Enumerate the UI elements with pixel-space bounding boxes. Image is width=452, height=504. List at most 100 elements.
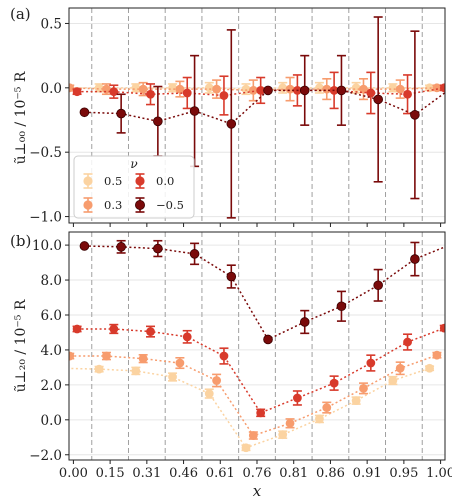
data-point [116,242,126,252]
data-point [299,85,310,96]
data-point [403,89,412,99]
series-line [77,87,445,97]
legend-title: ν [130,157,137,171]
data-point [146,327,155,336]
data-point [447,83,452,92]
panel-b-y-ticks: −2.0 0.0 2.0 4.0 6.0 8.0 10.0 [29,238,69,464]
data-point [69,351,75,361]
legend-swatch [135,173,145,189]
panel-b-gridlines [69,244,445,456]
data-point [219,91,229,100]
panel-b-y-axis-label: ũ⊥₂₀ / 10⁻⁵ R [13,299,29,392]
data-point [69,83,75,93]
data-point [322,403,332,412]
data-point [395,363,405,373]
data-point [131,366,141,376]
panel-a-y-axis-label: ũ⊥₀₀ / 10⁻⁵ R [13,71,29,164]
panel-b-label: (b) [10,232,31,250]
data-point [336,301,347,312]
data-point [373,94,383,105]
legend-swatch [83,197,93,213]
data-point [131,83,141,93]
data-point [189,249,200,259]
x-tick-label: 0.00 [59,466,88,481]
panel-a-data [69,16,452,219]
panel-a-label: (a) [10,5,31,23]
y-tick-label: 0.0 [41,81,62,97]
panel-a: −1.0 −0.5 0.0 0.5 (a) ũ⊥₀₀ / 10⁻⁵ R ν 0.5 0… [10,5,452,226]
data-point [410,254,420,264]
data-point [395,84,405,94]
data-point [219,351,229,361]
data-point [72,87,82,97]
y-tick-label: 6.0 [41,308,62,324]
legend-item-0.0: 0.0 [135,173,174,189]
data-point [315,414,324,424]
x-axis-label: x [253,482,262,500]
legend-label: 0.0 [156,174,174,188]
data-point [263,85,273,96]
y-tick-label: 8.0 [41,273,62,289]
data-point [322,84,332,94]
data-point [439,323,445,333]
data-point [366,358,376,368]
data-point [241,84,251,94]
panel-b-separators [91,232,423,460]
y-tick-label: −1.0 [29,210,62,226]
legend-swatch [134,197,145,213]
y-tick-label: 0.5 [41,16,62,32]
data-point [226,119,237,129]
data-point [204,389,214,399]
data-point [182,332,192,342]
data-point [285,418,295,428]
data-point [109,87,119,97]
legend-box [73,155,195,219]
data-point [241,443,251,453]
panel-a-y-ticks: −1.0 −0.5 0.0 0.5 [29,16,69,226]
panel-b-data [58,239,452,453]
data-point [439,83,445,93]
data-point [58,364,67,373]
data-point [175,358,185,368]
data-point [146,89,155,99]
data-point [138,354,148,364]
data-point [292,393,302,403]
legend-label: −0.5 [156,198,184,212]
data-point [432,350,442,360]
data-point [359,383,368,393]
x-tick-label: 1.00 [426,466,452,481]
data-point [168,372,177,382]
data-point [153,243,163,254]
legend-label: 0.5 [104,174,122,188]
y-tick-label: 4.0 [41,343,62,359]
data-point [315,83,324,93]
x-tick-label: 0.91 [353,466,382,481]
data-point [263,334,273,345]
data-point [79,107,90,118]
legend: ν 0.5 0.3 0.0 −0.5 [73,155,195,219]
legend-item-0.3: 0.3 [83,197,122,213]
data-point [425,363,434,373]
series-line [84,89,445,125]
legend-item-minus-0.5: −0.5 [134,197,184,213]
data-point [94,364,104,374]
y-tick-label: −2.0 [29,448,62,464]
panel-b-frame [68,231,446,461]
data-point [447,240,452,249]
data-point [94,83,104,93]
data-point [248,431,258,440]
data-point [248,85,258,95]
data-point [329,378,339,388]
data-point [189,106,200,116]
data-point [336,85,347,96]
series-line [69,367,430,449]
legend-label: 0.3 [104,198,122,212]
x-tick-label: 0.15 [96,466,125,481]
x-tick-label: 0.46 [169,466,198,481]
data-point [102,351,111,361]
data-point [410,110,420,120]
y-tick-label: 2.0 [41,378,62,394]
data-point [256,85,266,95]
data-point [388,376,398,385]
data-point [138,84,148,94]
